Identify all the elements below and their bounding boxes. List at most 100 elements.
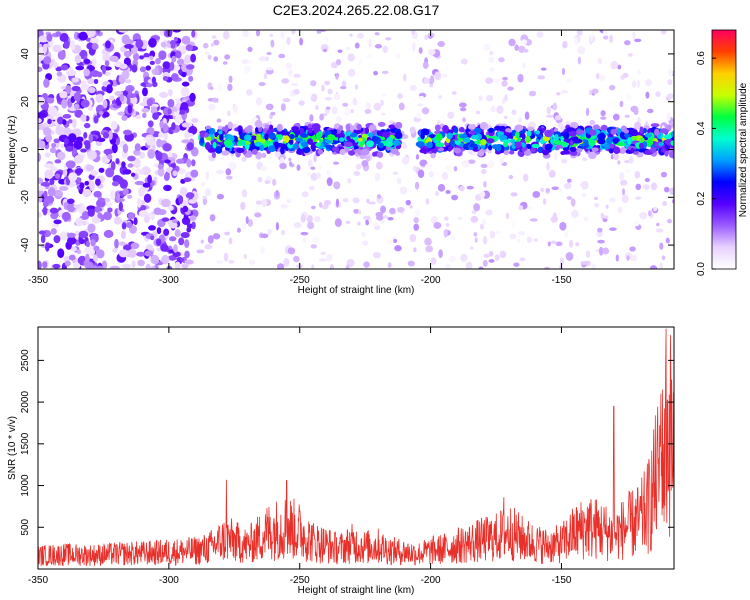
spectrogram-cell: [53, 138, 60, 144]
spectrogram-cell: [289, 161, 293, 167]
spectrogram-signal-cell: [283, 135, 290, 144]
spectrogram-cell: [634, 121, 642, 130]
spectrogram-cell: [228, 237, 233, 245]
spectrogram-signal-cell: [300, 141, 309, 148]
spectrogram-cell: [546, 162, 550, 171]
spectrogram-cell: [559, 257, 565, 266]
spectrogram-signal-cell: [221, 150, 230, 156]
spectrogram-signal-cell: [649, 147, 657, 153]
spectrogram-cell: [200, 239, 204, 244]
spectrogram-cell: [594, 202, 600, 208]
spectrogram-signal-cell: [219, 133, 224, 141]
spectrogram-cell: [261, 198, 268, 208]
spectrogram-cell: [629, 246, 636, 252]
spectrogram-cell: [499, 157, 505, 164]
spectrogram-cell: [173, 36, 179, 42]
spectrogram-cell: [431, 215, 438, 224]
spectrogram-cell: [523, 48, 529, 53]
spectrogram-signal-cell: [560, 141, 568, 147]
spectrogram-cell: [83, 58, 91, 65]
spectrogram-cell: [302, 236, 307, 243]
spectrogram-cell: [158, 50, 167, 61]
spectrogram-cell: [309, 114, 314, 122]
spectrogram-cell: [143, 52, 150, 59]
spectrogram-cell: [575, 242, 580, 247]
spectrogram-cell: [224, 231, 231, 236]
spectrogram-cell: [373, 102, 381, 111]
spectrogram-cell: [608, 84, 616, 91]
spectrogram-cell: [280, 229, 286, 236]
spectrogram-signal-cell: [660, 128, 669, 134]
spectrogram-cell: [196, 249, 205, 254]
spectrogram-signal-cell: [268, 132, 276, 140]
spectrogram-cell: [184, 239, 190, 248]
spectrogram-cell: [499, 250, 507, 259]
spectrogram-signal-cell: [344, 141, 353, 148]
spectrogram-cell: [160, 198, 171, 208]
spectrogram-cell: [528, 90, 537, 97]
spectrogram-cell: [56, 151, 66, 161]
spectrogram-cell: [326, 177, 333, 187]
spectrogram-cell: [475, 110, 481, 115]
spectrogram-cell: [489, 67, 495, 72]
spectrogram-cell: [163, 132, 168, 141]
spectrogram-cell: [310, 80, 317, 87]
spectrogram-cell: [191, 221, 196, 230]
spectrogram-cell: [186, 142, 194, 151]
spectrogram-signal-cell: [264, 133, 269, 141]
spectrogram-signal-cell: [638, 142, 644, 149]
spectrogram-cell: [648, 210, 652, 217]
spectrogram-signal-cell: [364, 127, 370, 134]
spectrogram-cell: [318, 165, 322, 170]
spectrogram-signal-cell: [360, 148, 370, 156]
spectrogram-cell: [124, 39, 134, 45]
spectrogram-cell: [354, 42, 360, 49]
spectrogram-cell: [169, 39, 176, 49]
spectrogram-cell: [522, 173, 529, 182]
spectrogram-signal-cell: [569, 130, 577, 137]
spectrogram-cell: [466, 185, 474, 190]
spectrogram-cell: [394, 245, 402, 252]
spectrogram-cell: [539, 187, 545, 193]
spectrogram-cell: [664, 186, 670, 193]
spectrogram-cell: [121, 70, 130, 80]
spectrogram-cell: [357, 221, 361, 226]
spectrogram-cell: [495, 230, 501, 235]
spectrogram-cell: [45, 242, 50, 252]
spectrogram-cell: [617, 64, 622, 70]
spectrogram-cell: [325, 169, 333, 176]
spectrogram-cell: [565, 121, 572, 126]
spectrogram-cell: [479, 191, 486, 198]
spectrogram-signal-cell: [670, 122, 674, 128]
spectrogram-cell: [636, 69, 642, 76]
spectrogram-cell: [331, 106, 338, 115]
spectrogram-cell: [270, 111, 276, 116]
spectrogram-cell: [55, 190, 64, 197]
spectrogram-cell: [65, 160, 76, 169]
spectrogram-cell: [118, 30, 129, 33]
spectrogram-cell: [402, 141, 407, 150]
spectrogram-signal-cell: [574, 138, 583, 144]
spectrogram-cell: [115, 158, 120, 165]
spectrogram-y-tick-label-2: 0: [20, 146, 31, 152]
spectrogram-signal-cell: [488, 144, 493, 151]
spectrogram-cell: [478, 266, 484, 269]
spectrogram-cell: [630, 254, 638, 262]
spectrogram-cell: [574, 37, 579, 46]
spectrogram-cell: [348, 68, 356, 77]
spectrogram-cell: [267, 105, 271, 110]
spectrogram-signal-cell: [419, 148, 428, 154]
spectrogram-cell: [163, 123, 168, 133]
spectrogram-cell: [465, 261, 473, 269]
spectrogram-signal-cell: [307, 138, 313, 145]
spectrogram-cell: [483, 181, 487, 188]
spectrogram-signal-cell: [620, 146, 626, 154]
spectrogram-signal-cell: [569, 140, 574, 146]
spectrogram-cell: [55, 66, 62, 72]
spectrogram-cell: [517, 117, 523, 123]
spectrogram-signal-cell: [420, 128, 430, 135]
spectrogram-cell: [169, 61, 175, 71]
spectrogram-cell: [53, 61, 58, 69]
spectrogram-cell: [241, 189, 248, 198]
